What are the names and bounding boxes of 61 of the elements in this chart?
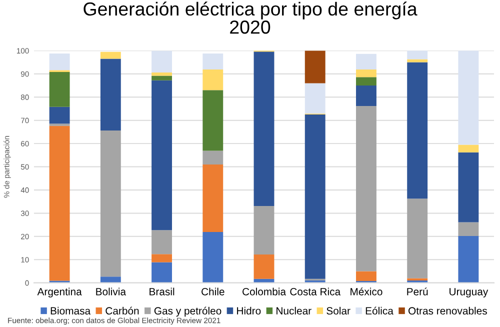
bar: [100, 58, 121, 131]
x-tick-label: Uruguay: [450, 288, 488, 298]
bar: [304, 50, 326, 84]
chart-title: Generación eléctrica por tipo de energía 2020: [84, 2, 418, 34]
bar: [49, 53, 70, 70]
bar: [356, 77, 376, 86]
legend-label: Solar: [326, 306, 350, 315]
bar: [356, 69, 376, 78]
bar: [152, 80, 172, 230]
bar: [356, 106, 376, 272]
bar: [202, 150, 224, 164]
bar: [254, 52, 274, 206]
bar: [356, 271, 376, 281]
bar: [254, 206, 274, 255]
bar: [100, 130, 121, 277]
bar: [152, 72, 172, 76]
bar: [304, 114, 326, 279]
bar: [458, 222, 479, 236]
bar: [202, 164, 224, 232]
legend-label: Gas y petróleo: [154, 306, 222, 317]
x-tick-label: Chile: [202, 288, 224, 296]
x-tick-label: Costa Rica: [290, 288, 341, 296]
bar: [356, 54, 376, 70]
bar: [254, 254, 274, 279]
x-tick-label: Brasil: [150, 288, 174, 296]
legend-label: Carbón: [106, 306, 139, 315]
bar: [202, 69, 224, 90]
bar: [152, 230, 172, 254]
x-tick-label: Colombia: [242, 288, 286, 296]
bar: [100, 276, 121, 283]
x-tick-label: Bolivia: [96, 288, 126, 296]
bar: [152, 262, 172, 283]
bar: [458, 144, 479, 152]
bar: [407, 59, 428, 62]
bar: [407, 62, 428, 199]
bar: [49, 126, 70, 281]
bar: [152, 50, 172, 73]
bar: [152, 76, 172, 80]
legend-label: Eólica: [366, 306, 394, 315]
bar: [202, 232, 224, 283]
x-tick-label: México: [350, 288, 382, 296]
bar: [458, 236, 479, 283]
legend-label: Biomasa: [50, 306, 91, 315]
bar: [407, 50, 428, 60]
legend-label: Hidro: [237, 306, 261, 315]
bar: [458, 152, 479, 222]
bar: [202, 53, 224, 70]
bar: [202, 90, 224, 151]
x-tick-label: Perú: [407, 288, 428, 296]
legend-label: Otras renovables: [408, 306, 487, 315]
bar: [49, 72, 70, 107]
bar: [356, 86, 376, 106]
bar: [407, 278, 428, 281]
bar: [407, 198, 428, 278]
bar: [458, 50, 479, 145]
bar: [304, 83, 326, 114]
bar: [152, 254, 172, 262]
bar: [49, 106, 70, 124]
legend-label: Nuclear: [276, 306, 312, 315]
x-tick-label: Argentina: [37, 288, 82, 298]
bar: [100, 52, 121, 59]
